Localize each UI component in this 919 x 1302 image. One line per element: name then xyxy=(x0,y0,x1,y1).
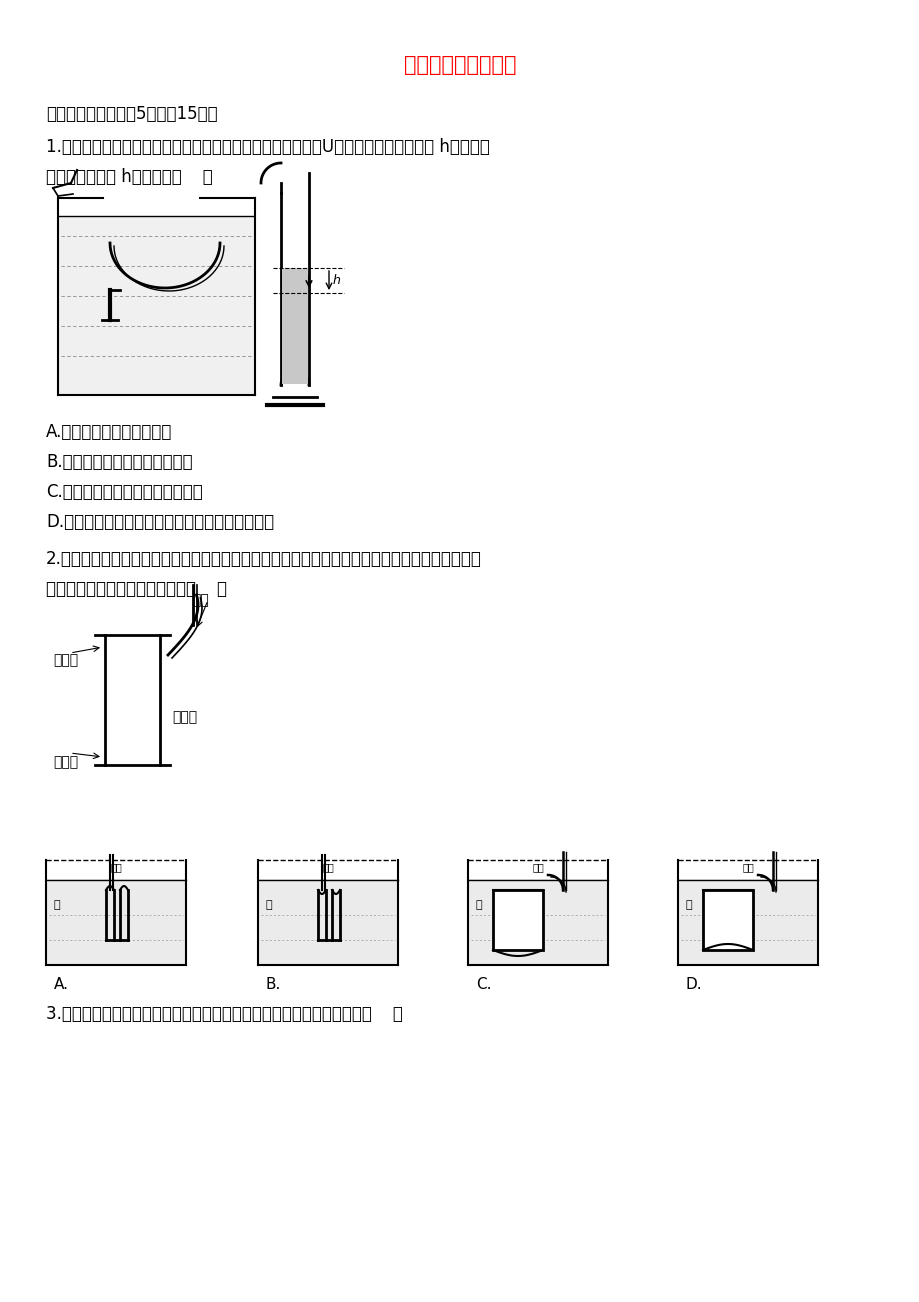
Bar xyxy=(105,635,160,766)
Text: 空气: 空气 xyxy=(742,862,753,872)
Bar xyxy=(469,879,607,963)
Text: B.: B. xyxy=(266,976,281,992)
Text: D.将探头在原深度处向其他方向任意转动一个角度: D.将探头在原深度处向其他方向任意转动一个角度 xyxy=(46,513,274,531)
Bar xyxy=(493,891,542,950)
Bar xyxy=(59,216,254,395)
Text: 橡皮膜: 橡皮膜 xyxy=(53,654,78,667)
Text: 3.如图是三峡水电站的拦河大坡，决定大坡坡底所受水的压强大小的是（    ）: 3.如图是三峡水电站的拦河大坡，决定大坡坡底所受水的压强大小的是（ ） xyxy=(46,1005,403,1023)
Text: 空气: 空气 xyxy=(531,862,543,872)
Text: C.将探头放在酒精中的同样深度处: C.将探头放在酒精中的同样深度处 xyxy=(46,483,202,501)
Bar xyxy=(678,879,816,963)
Text: D.: D. xyxy=(686,976,702,992)
Bar xyxy=(282,268,308,384)
Bar xyxy=(702,891,752,950)
Bar xyxy=(47,879,185,963)
Text: 2.如图所示玻璃管两端开口处蒙的橡皮膜绷紧程度相同，将此装置置于水中，下列哪幅图能反应橡: 2.如图所示玻璃管两端开口处蒙的橡皮膜绷紧程度相同，将此装置置于水中，下列哪幅图… xyxy=(46,549,482,568)
Text: 水: 水 xyxy=(475,900,482,910)
Text: 水: 水 xyxy=(54,900,61,910)
Text: 玻璃管: 玻璃管 xyxy=(172,710,197,724)
Text: 空气: 空气 xyxy=(322,862,334,872)
Text: A.将探头向下移动一段距离: A.将探头向下移动一段距离 xyxy=(46,423,172,441)
Text: 《液体压强的特点》: 《液体压强的特点》 xyxy=(403,55,516,76)
Text: 胶管: 胶管 xyxy=(192,592,209,607)
Text: 皮膜受到水的压强后的凹凸情况（    ）: 皮膜受到水的压强后的凹凸情况（ ） xyxy=(46,579,227,598)
Bar xyxy=(296,293,308,384)
Text: C.: C. xyxy=(475,976,491,992)
Bar xyxy=(259,879,397,963)
Text: A.: A. xyxy=(54,976,69,992)
Text: h: h xyxy=(333,273,341,286)
Text: 作能够使高度差 h增大的是（    ）: 作能够使高度差 h增大的是（ ） xyxy=(46,168,212,186)
Text: 水: 水 xyxy=(686,900,692,910)
Text: 一、单项选择题（共5题，內15分）: 一、单项选择题（共5题，內15分） xyxy=(46,105,218,122)
Text: B.将探头水平向左移动一段距离: B.将探头水平向左移动一段距离 xyxy=(46,453,192,471)
Text: 橡皮膜: 橡皮膜 xyxy=(53,755,78,769)
Text: 水: 水 xyxy=(266,900,272,910)
Text: 空气: 空气 xyxy=(110,862,121,872)
Text: 1.如图所示。小明将压强计的探头放入水中某一深度处，记下U型管中两液面的高度差 h。下列操: 1.如图所示。小明将压强计的探头放入水中某一深度处，记下U型管中两液面的高度差 … xyxy=(46,138,489,156)
